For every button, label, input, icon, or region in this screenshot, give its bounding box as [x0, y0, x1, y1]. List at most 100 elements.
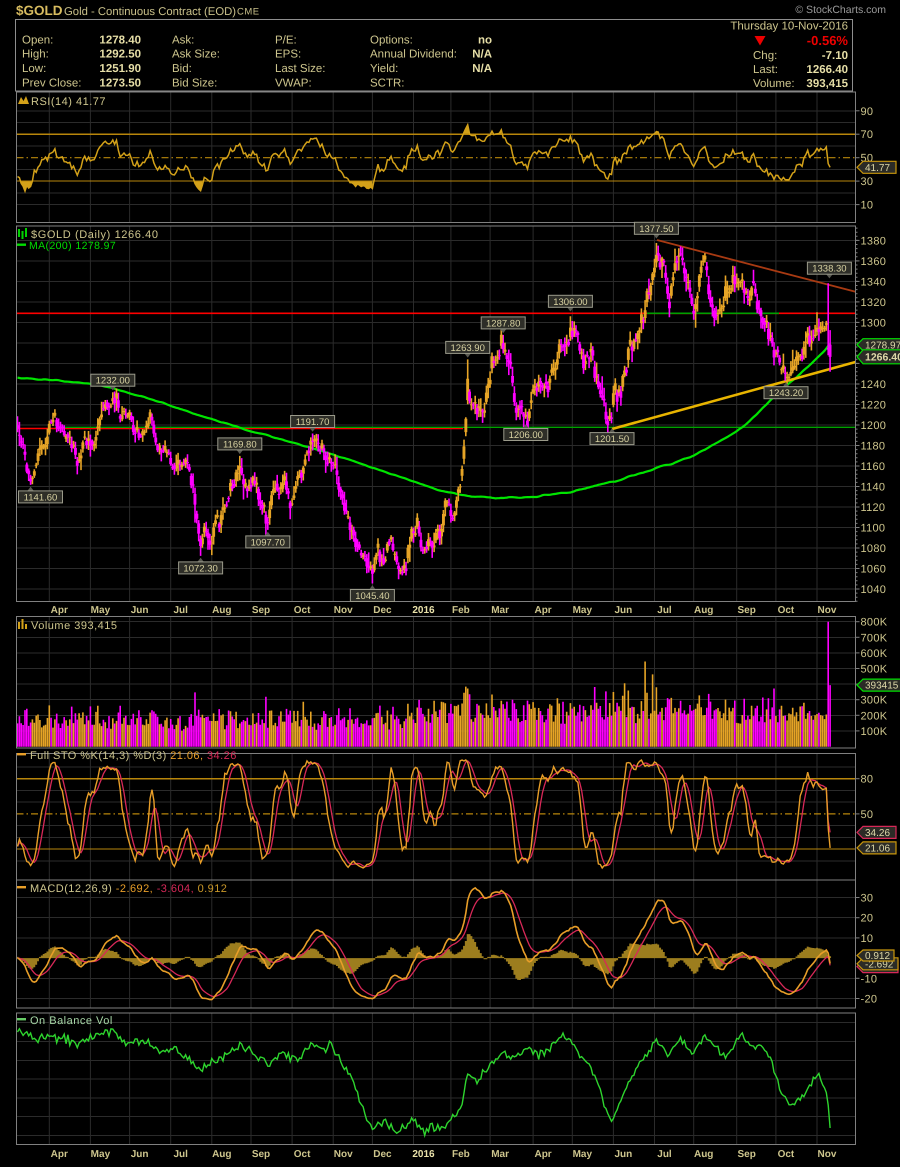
svg-text:Aug: Aug [212, 605, 231, 616]
svg-text:1060: 1060 [861, 564, 887, 576]
svg-text:VWAP:: VWAP: [275, 77, 312, 89]
svg-text:Jun: Jun [615, 605, 633, 616]
svg-text:393,415: 393,415 [806, 78, 848, 90]
svg-text:10: 10 [861, 200, 874, 212]
svg-text:80: 80 [861, 774, 874, 786]
svg-text:1200: 1200 [861, 420, 887, 432]
svg-text:$GOLD (Daily) 1266.40: $GOLD (Daily) 1266.40 [31, 229, 159, 241]
svg-text:30: 30 [861, 176, 874, 188]
svg-text:1045.40: 1045.40 [355, 591, 389, 602]
svg-text:Full STO %K(14,3) %D(3) 21.06,: Full STO %K(14,3) %D(3) 21.06, 34.26 [30, 750, 237, 762]
svg-text:Prev Close:: Prev Close: [22, 77, 81, 89]
svg-text:20: 20 [861, 913, 874, 925]
svg-text:Nov: Nov [334, 605, 353, 616]
svg-text:Feb: Feb [452, 605, 470, 616]
svg-text:Apr: Apr [534, 1149, 551, 1160]
svg-text:-7.10: -7.10 [822, 50, 848, 62]
svg-text:Annual Dividend:: Annual Dividend: [370, 49, 457, 61]
svg-text:1360: 1360 [861, 256, 887, 268]
svg-text:© StockCharts.com: © StockCharts.com [795, 4, 886, 16]
svg-text:100K: 100K [861, 726, 888, 738]
svg-text:1169.80: 1169.80 [223, 439, 257, 450]
svg-text:300K: 300K [861, 695, 888, 707]
svg-text:Gold - Continuous Contract (EO: Gold - Continuous Contract (EOD) [64, 6, 236, 18]
svg-text:30: 30 [861, 893, 874, 905]
svg-text:Apr: Apr [534, 605, 551, 616]
svg-text:P/E:: P/E: [275, 34, 297, 46]
svg-text:-0.56%: -0.56% [807, 33, 849, 48]
svg-text:$GOLD: $GOLD [16, 3, 63, 18]
svg-text:Dec: Dec [373, 1149, 392, 1160]
svg-text:1220: 1220 [861, 400, 887, 412]
svg-text:Apr: Apr [51, 1149, 68, 1160]
svg-text:Sep: Sep [252, 605, 270, 616]
svg-text:700K: 700K [861, 632, 888, 644]
svg-text:1292.50: 1292.50 [99, 49, 141, 61]
svg-text:Oct: Oct [294, 605, 311, 616]
svg-text:1278.97: 1278.97 [865, 340, 900, 351]
svg-text:2016: 2016 [412, 1149, 435, 1160]
svg-text:Ask:: Ask: [172, 34, 194, 46]
svg-text:1097.70: 1097.70 [251, 537, 285, 548]
svg-text:Bid:: Bid: [172, 63, 192, 75]
svg-text:0.912: 0.912 [865, 951, 890, 962]
svg-text:EPS:: EPS: [275, 49, 301, 61]
svg-text:21.06: 21.06 [865, 844, 890, 855]
svg-text:1120: 1120 [861, 502, 886, 514]
svg-text:1140: 1140 [861, 482, 886, 494]
svg-text:Ask Size:: Ask Size: [172, 49, 220, 61]
svg-text:Last:: Last: [753, 64, 778, 76]
svg-text:1300: 1300 [861, 317, 887, 329]
svg-text:Mar: Mar [491, 1149, 509, 1160]
svg-text:1273.50: 1273.50 [99, 77, 141, 89]
svg-text:800K: 800K [861, 617, 888, 629]
svg-text:May: May [91, 1149, 111, 1160]
svg-text:1278.40: 1278.40 [99, 34, 141, 46]
svg-text:Jun: Jun [131, 605, 149, 616]
svg-text:no: no [478, 34, 492, 46]
svg-text:1180: 1180 [861, 441, 886, 453]
svg-text:Volume:: Volume: [753, 78, 795, 90]
svg-text:600K: 600K [861, 648, 888, 660]
svg-text:Nov: Nov [334, 1149, 353, 1160]
svg-text:MA(200) 1278.97: MA(200) 1278.97 [29, 240, 116, 252]
svg-text:Chg:: Chg: [753, 50, 777, 62]
svg-text:May: May [91, 605, 111, 616]
svg-text:Yield:: Yield: [370, 63, 398, 75]
svg-text:1100: 1100 [861, 523, 886, 535]
svg-text:May: May [573, 1149, 593, 1160]
svg-text:Oct: Oct [778, 605, 795, 616]
svg-text:1377.50: 1377.50 [639, 224, 673, 235]
svg-text:500K: 500K [861, 664, 888, 676]
svg-text:70: 70 [861, 129, 874, 141]
svg-text:MACD(12,26,9) -2.692, -3.604,: MACD(12,26,9) -2.692, -3.604, 0.912 [30, 883, 227, 895]
svg-text:200K: 200K [861, 710, 888, 722]
svg-text:393415: 393415 [865, 681, 899, 692]
svg-text:Sep: Sep [738, 605, 756, 616]
svg-text:Aug: Aug [694, 1149, 713, 1160]
svg-text:Bid Size:: Bid Size: [172, 77, 217, 89]
svg-text:34.26: 34.26 [865, 828, 890, 839]
svg-text:1320: 1320 [861, 297, 887, 309]
svg-text:50: 50 [861, 809, 874, 821]
svg-text:10: 10 [861, 933, 874, 945]
svg-text:1141.60: 1141.60 [24, 492, 58, 503]
svg-text:1080: 1080 [861, 543, 887, 555]
svg-text:1338.30: 1338.30 [812, 264, 846, 275]
svg-text:Options:: Options: [370, 34, 413, 46]
svg-text:N/A: N/A [472, 63, 492, 75]
svg-text:1306.00: 1306.00 [553, 297, 587, 308]
svg-text:Nov: Nov [818, 1149, 837, 1160]
svg-text:Oct: Oct [294, 1149, 311, 1160]
svg-text:1160: 1160 [861, 461, 886, 473]
svg-text:1287.80: 1287.80 [486, 318, 520, 329]
svg-text:2016: 2016 [412, 605, 435, 616]
svg-text:1251.90: 1251.90 [99, 63, 141, 75]
svg-text:On Balance Vol: On Balance Vol [30, 1015, 113, 1027]
svg-text:-20: -20 [861, 994, 878, 1006]
svg-text:1240: 1240 [861, 379, 887, 391]
svg-text:1191.70: 1191.70 [296, 417, 330, 428]
svg-text:N/A: N/A [472, 49, 492, 61]
svg-text:Aug: Aug [694, 605, 713, 616]
svg-text:Jul: Jul [657, 605, 672, 616]
